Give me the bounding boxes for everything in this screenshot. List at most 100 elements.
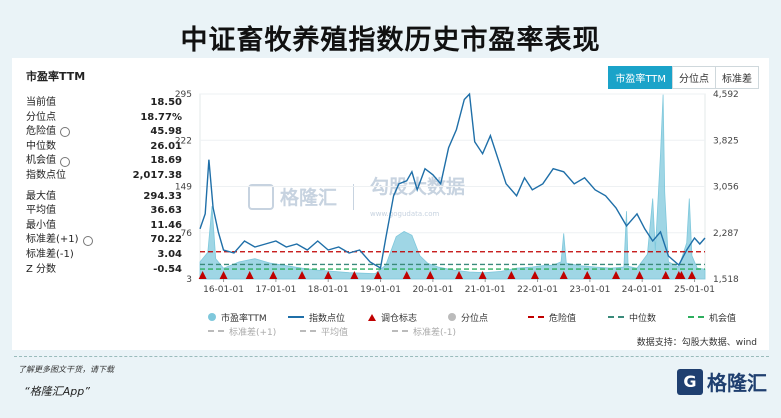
legend-item[interactable]: 标准差(-1)	[392, 325, 474, 338]
gear-icon[interactable]	[60, 127, 70, 138]
rebalance-marker	[219, 271, 228, 279]
stat-label: 标准差(-1)	[26, 248, 74, 260]
rebalance-marker	[245, 271, 254, 279]
rebalance-marker	[677, 271, 686, 279]
stat-row: 最大值 294.33	[26, 190, 182, 205]
legend-label: 指数点位	[309, 313, 346, 324]
x-tick-label: 17-01-01	[255, 285, 296, 295]
legend-item[interactable]: 市盈率TTM	[208, 311, 278, 324]
stat-label: 机会值	[26, 155, 56, 167]
stat-label: 最大值	[26, 190, 56, 202]
stat-row: 当前值 18.50	[26, 96, 182, 111]
legend-swatch	[688, 316, 704, 318]
stat-row: 最小值 11.46	[26, 219, 182, 234]
brand-logo-icon: G	[677, 368, 703, 395]
rebalance-marker	[269, 271, 278, 279]
legend-label: 分位点	[461, 313, 489, 324]
rebalance-marker	[478, 271, 487, 279]
watermark-url: www.gogudata.com	[370, 210, 440, 218]
stat-value: 18.77%	[140, 111, 182, 123]
legend-item[interactable]: 调仓标志	[368, 311, 438, 324]
rebalance-marker	[635, 271, 644, 279]
y-right-tick-label: 3,056	[713, 183, 739, 193]
stat-label: Z 分数	[26, 263, 57, 275]
rebalance-marker	[583, 271, 592, 279]
stat-value: 2,017.38	[132, 169, 182, 181]
legend-label: 调仓标志	[381, 313, 418, 324]
stat-value: 3.04	[157, 248, 182, 260]
stat-row: 指数点位 2,017.38	[26, 169, 182, 184]
rebalance-marker	[530, 271, 539, 279]
tab-std-dev[interactable]: 标准差	[715, 66, 759, 89]
stats-panel: 当前值 18.50 分位点 18.77% 危险值 45.98 中位数 26.01 机会值 18.6…	[26, 96, 182, 277]
metric-tabs: 市盈率TTM 分位点 标准差	[608, 66, 759, 89]
x-tick-label: 19-01-01	[360, 285, 401, 295]
rebalance-marker	[687, 271, 696, 279]
stat-row: Z 分数 -0.54	[26, 263, 182, 278]
stat-label: 分位点	[26, 111, 56, 123]
rebalance-marker	[198, 271, 207, 279]
stat-row: 中位数 26.01	[26, 140, 182, 155]
rebalance-marker	[507, 271, 516, 279]
stat-value: 45.98	[150, 126, 182, 138]
stat-label: 最小值	[26, 219, 56, 231]
legend-swatch	[288, 316, 304, 318]
stat-label: 指数点位	[26, 169, 66, 181]
gear-icon[interactable]	[82, 235, 93, 246]
footer-note: 了解更多图文干货，请下载	[18, 365, 114, 374]
legend-item[interactable]: 指数点位	[288, 311, 358, 324]
rebalance-marker	[612, 271, 621, 279]
brand-name: 格隆汇	[707, 371, 767, 395]
stat-value: 294.33	[143, 190, 182, 202]
rebalance-marker	[455, 271, 464, 279]
x-tick-label: 23-01-01	[569, 285, 610, 295]
stat-row: 机会值 18.69	[26, 154, 182, 169]
y-right-tick-label: 2,287	[713, 229, 739, 239]
stat-value: 11.46	[150, 219, 182, 231]
stat-label: 中位数	[26, 140, 56, 152]
stat-value: 70.22	[150, 234, 182, 246]
y-right-tick-label: 1,518	[713, 275, 739, 285]
legend-item[interactable]: 危险值	[528, 311, 598, 324]
legend: 市盈率TTM 指数点位 调仓标志 分位点 危险值 中位数 机会值 标准差(+1) 平均值 标准差…	[208, 310, 768, 338]
legend-item[interactable]: 中位数	[608, 311, 678, 324]
stat-value: -0.54	[153, 263, 182, 275]
y-left-tick-label: 222	[175, 136, 192, 146]
legend-swatch	[448, 313, 456, 321]
rebalance-marker	[661, 271, 670, 279]
legend-label: 平均值	[321, 327, 349, 338]
rebalance-marker	[559, 271, 568, 279]
stat-row: 分位点 18.77%	[26, 111, 182, 126]
data-source: 数据支持：勾股大数据、wind	[636, 338, 757, 348]
legend-label: 中位数	[629, 313, 657, 324]
watermark-brand: 格隆汇	[280, 187, 338, 209]
legend-label: 标准差(-1)	[413, 327, 456, 338]
y-right-tick-label: 4,592	[713, 90, 739, 100]
legend-label: 标准差(+1)	[229, 327, 277, 338]
y-left-tick-label: 149	[175, 183, 192, 193]
legend-item[interactable]: 标准差(+1)	[208, 325, 290, 338]
x-tick-label: 24-01-01	[622, 285, 663, 295]
legend-label: 机会值	[709, 313, 737, 324]
x-tick-label: 20-01-01	[412, 285, 453, 295]
stat-row: 平均值 36.63	[26, 204, 182, 219]
stat-row: 危险值 45.98	[26, 125, 182, 140]
legend-swatch	[392, 330, 408, 332]
legend-item[interactable]: 机会值	[688, 311, 758, 324]
gear-icon[interactable]	[60, 156, 70, 167]
stat-value: 18.69	[150, 155, 182, 167]
legend-swatch	[208, 330, 224, 332]
legend-item[interactable]: 平均值	[300, 325, 382, 338]
pe-chart: 295 222 149 76 3 4,592 3,825 3,056 2,287 1,518 16-…	[175, 90, 739, 295]
stat-label: 当前值	[26, 97, 56, 108]
y-left-tick-label: 295	[175, 90, 192, 100]
footer-divider	[14, 356, 769, 357]
y-left-tick-label: 3	[186, 275, 192, 285]
legend-item[interactable]: 分位点	[448, 311, 518, 324]
rebalance-marker	[426, 271, 435, 279]
stat-value: 26.01	[150, 140, 182, 152]
stat-label: 平均值	[26, 205, 56, 217]
series-index-line	[199, 92, 706, 270]
tab-percentile[interactable]: 分位点	[672, 66, 716, 89]
tab-pe-ttm[interactable]: 市盈率TTM	[608, 66, 673, 89]
